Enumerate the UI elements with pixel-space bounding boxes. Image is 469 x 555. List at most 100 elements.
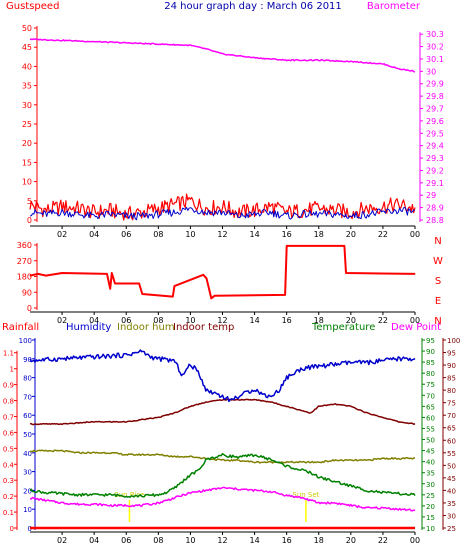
bottom-panel-x-tick-label: 22 <box>378 536 388 545</box>
sunset-label: Sun Set <box>292 491 319 499</box>
mid-panel-x-tick-label: 16 <box>282 316 292 325</box>
mid-panel-x-tick-label: 04 <box>89 316 99 325</box>
gust-tick-label: 45 <box>22 43 32 52</box>
wind-direction-line-point <box>114 283 116 284</box>
barometer-tick-label: 28.8 <box>426 216 444 225</box>
wind-direction-line-point <box>106 273 108 275</box>
bottom-panel-x-tick-label: 06 <box>121 536 131 545</box>
gust-tick-label: 20 <box>22 139 32 148</box>
mid-panel-x-tick-label: 18 <box>314 316 324 325</box>
dewpoint-tick-label: 85 <box>447 375 456 383</box>
indoor-temp-line <box>29 398 416 426</box>
temperature-tick-label: 95 <box>426 337 435 345</box>
wind-line <box>29 206 416 221</box>
barometer-tick-label: 30 <box>426 67 436 76</box>
dewpoint-tick-label: 95 <box>447 350 456 358</box>
barometer-tick-label: 29.2 <box>426 166 444 175</box>
dewpoint-tick-label: 55 <box>447 450 456 458</box>
humidity-line <box>29 349 416 403</box>
humidity-tick-label: 0 <box>28 525 32 533</box>
temperature-tick-label: 60 <box>426 414 435 422</box>
legend-item: Indoor temp <box>173 322 234 333</box>
legend-item: Temperature <box>311 322 375 333</box>
gust-tick-label: 30 <box>22 101 32 110</box>
rainfall-tick-label: 0.6 <box>3 429 15 437</box>
humidity-tick-label: 10 <box>23 506 32 514</box>
barometer-tick-label: 30.2 <box>426 43 444 52</box>
temperature-tick-label: 90 <box>426 348 435 356</box>
bottom-panel-x-tick-label: 00 <box>410 536 420 545</box>
top-panel-x-tick-label: 22 <box>378 230 388 239</box>
wind-direction-line-point <box>345 272 347 274</box>
direction-tick-label: 180 <box>17 273 32 282</box>
dewpoint-tick-label: 65 <box>447 425 456 433</box>
rainfall-tick-label: 1.1 <box>3 350 14 358</box>
compass-label: E <box>435 296 441 307</box>
top-panel-x-tick-label: 14 <box>249 230 259 239</box>
dewpoint-tick-label: 40 <box>447 487 456 495</box>
mid-panel-x-tick-label: 06 <box>121 316 131 325</box>
dewpoint-line <box>29 486 416 512</box>
wind-direction-line-point <box>202 274 204 276</box>
mid-panel-x-tick-label: 08 <box>153 316 163 325</box>
barometer-tick-label: 29.7 <box>426 105 444 114</box>
gust-tick-label: 40 <box>22 62 32 71</box>
barometer-axis-title: Barometer <box>367 1 421 12</box>
mid-panel-x-axis: 02 04 06 08 10 12 14 16 18 20 22 00 <box>30 311 420 325</box>
top-panel-x-tick-label: 00 <box>410 230 420 239</box>
dewpoint-tick-label: 50 <box>447 462 456 470</box>
rainfall-tick-label: 0.7 <box>3 413 14 421</box>
temperature-tick-label: 30 <box>426 481 435 489</box>
humidity-tick-label: 50 <box>23 431 32 439</box>
gust-tick-label: 50 <box>22 24 32 33</box>
humidity-tick-label: 80 <box>23 375 32 383</box>
temperature-tick-label: 55 <box>426 425 435 433</box>
mid-panel-x-tick-label: 22 <box>378 316 388 325</box>
temperature-tick-label: 25 <box>426 492 435 500</box>
dewpoint-tick-label: 60 <box>447 437 456 445</box>
compass-label: N <box>434 316 441 327</box>
wind-direction-line-point <box>61 272 63 274</box>
rainfall-tick-label: 0.9 <box>3 382 14 390</box>
gust-tick-label: 10 <box>22 178 32 187</box>
direction-tick-label: 270 <box>17 257 32 266</box>
compass-label: N <box>434 236 441 247</box>
top-panel-x-tick-label: 02 <box>57 230 67 239</box>
barometer-line <box>29 38 416 73</box>
bottom-panel-x-tick-label: 12 <box>217 536 227 545</box>
bottom-panel-x-tick-label: 16 <box>282 536 292 545</box>
bottom-panel-x-tick-label: 04 <box>89 536 99 545</box>
barometer-tick-label: 29.1 <box>426 179 444 188</box>
barometer-tick-label: 29.8 <box>426 92 444 101</box>
mid-panel-x-tick-label: 00 <box>410 316 420 325</box>
humidity-tick-label: 40 <box>23 450 32 458</box>
barometer-tick-label: 29.4 <box>426 142 444 151</box>
temperature-tick-label: 85 <box>426 359 435 367</box>
temperature-tick-label: 80 <box>426 370 435 378</box>
barometer-tick-label: 30.3 <box>426 30 444 39</box>
barometer-tick-label: 29.3 <box>426 154 444 163</box>
humidity-tick-label: 60 <box>23 412 32 420</box>
wind-direction-line <box>29 244 416 300</box>
mid-panel-x-tick-label: 20 <box>346 316 356 325</box>
barometer-tick-label: 29.9 <box>426 80 444 89</box>
gust-tick-label: 15 <box>22 158 32 167</box>
temperature-tick-label: 75 <box>426 381 435 389</box>
direction-tick-label: 0 <box>27 304 32 313</box>
humidity-tick-label: 100 <box>19 337 32 345</box>
temperature-line <box>29 452 416 498</box>
gust-tick-label: 25 <box>22 120 32 129</box>
wind-direction-line-point <box>45 275 47 277</box>
bottom-panel-x-tick-label: 14 <box>249 536 259 545</box>
temperature-tick-label: 70 <box>426 392 435 400</box>
humidity-axis: 0 10 20 30 40 50 60 70 80 90 100 <box>19 337 36 533</box>
rainfall-tick-label: 0.4 <box>3 461 15 469</box>
sunrise-label: Sun Rise <box>114 491 144 499</box>
graph-title: 24 hour graph day : March 06 2011 <box>164 1 342 12</box>
temperature-tick-label: 35 <box>426 470 435 478</box>
temperature-tick-label: 20 <box>426 503 435 511</box>
top-panel-x-tick-label: 20 <box>346 230 356 239</box>
temperature-tick-label: 10 <box>426 525 435 533</box>
wind-direction-line-point <box>37 273 39 275</box>
